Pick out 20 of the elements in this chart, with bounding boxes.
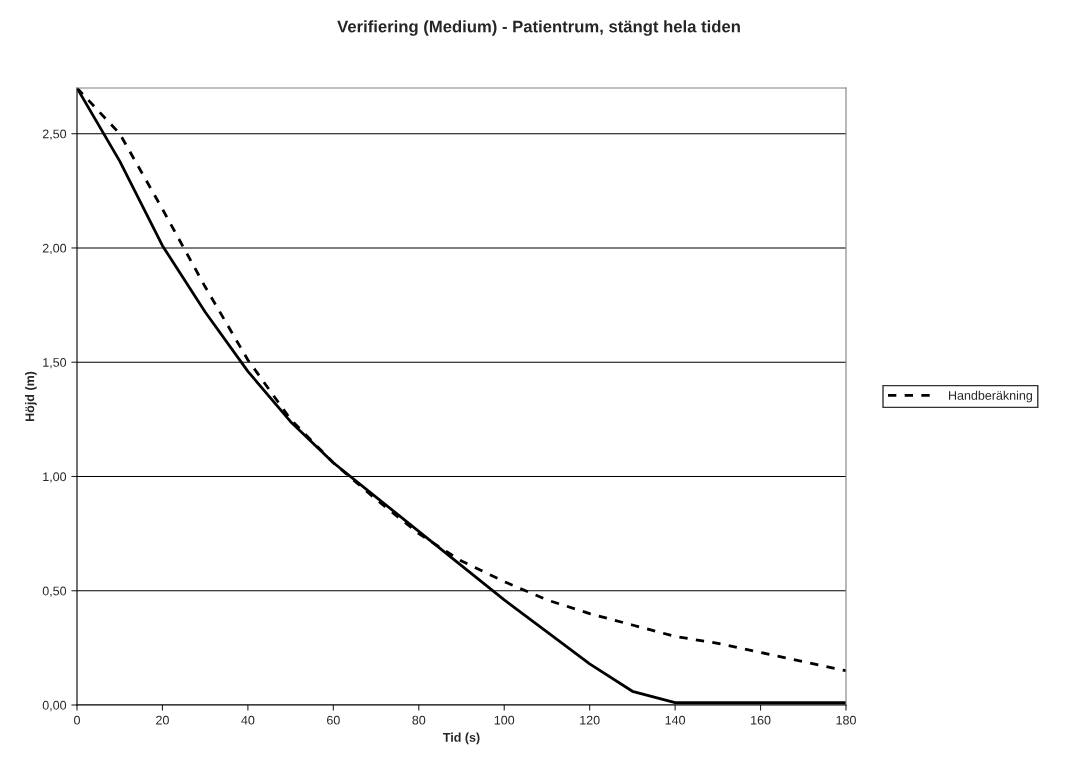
y-tick-label: 1,50 (43, 358, 67, 369)
x-axis-title: Tid (s) (443, 732, 480, 745)
x-tick-label: 20 (156, 715, 169, 725)
y-tick-label: 2,00 (42, 243, 67, 255)
chart-title: Verifiering (Medium) - Patientrum, stängt hela tiden (337, 20, 740, 36)
x-tick-label: 160 (751, 715, 771, 725)
x-tick-label: 180 (836, 715, 856, 725)
x-tick-label: 60 (327, 715, 340, 725)
x-tick-label: 0 (74, 715, 80, 725)
x-tick-label: 140 (665, 715, 686, 725)
x-tick-label: 120 (580, 715, 600, 725)
y-tick-label: 0,00 (42, 700, 67, 712)
y-axis-title: Höjd (m) (25, 371, 37, 421)
x-tick-label: 80 (412, 715, 426, 725)
x-tick-label: 40 (241, 715, 255, 725)
x-tick-label: 100 (494, 715, 515, 725)
y-tick-label: 0,50 (42, 586, 67, 597)
y-tick-label: 2,50 (42, 129, 67, 140)
y-tick-label: 1,00 (43, 472, 67, 483)
legend-label: Handberäkning (949, 390, 1032, 403)
